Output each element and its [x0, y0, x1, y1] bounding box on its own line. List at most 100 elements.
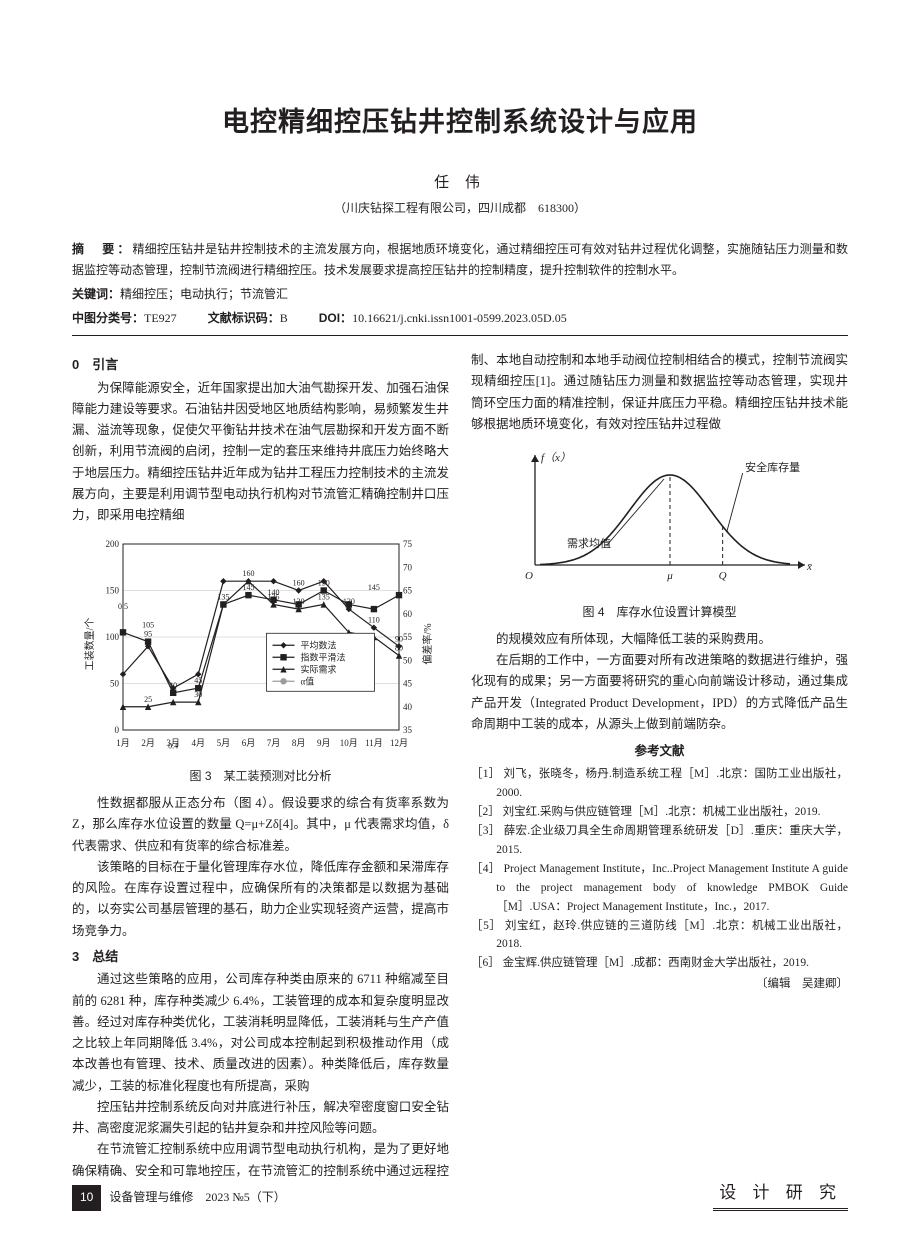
- para-0: 为保障能源安全，近年国家提出加大油气勘探开发、加强石油保障能力建设等要求。石油钻…: [72, 378, 449, 527]
- svg-text:100: 100: [105, 632, 119, 642]
- svg-text:70: 70: [403, 563, 413, 573]
- svg-text:135: 135: [317, 593, 329, 602]
- svg-text:指数平滑法: 指数平滑法: [300, 652, 345, 663]
- svg-text:6月: 6月: [241, 738, 255, 748]
- svg-text:130: 130: [342, 597, 354, 606]
- svg-text:65: 65: [403, 586, 413, 596]
- svg-text:50: 50: [110, 679, 120, 689]
- figure-4: μQOx̄f（x）安全库存量需求均值 图 4 库存水位设置计算模型: [471, 443, 848, 623]
- svg-text:1月: 1月: [116, 738, 130, 748]
- author: 任 伟: [72, 171, 848, 196]
- svg-text:4月: 4月: [191, 738, 205, 748]
- svg-text:45: 45: [403, 679, 413, 689]
- section-3-head: 3 总结: [72, 946, 449, 967]
- doi-label: DOI：: [319, 311, 352, 325]
- svg-text:30: 30: [194, 690, 202, 699]
- svg-text:145: 145: [367, 583, 379, 592]
- svg-text:11月: 11月: [365, 738, 383, 748]
- reference-item: ［6］ 金宝辉.供应链管理［M］.成都：西南财金大学出版社，2019.: [471, 954, 848, 973]
- svg-text:25: 25: [144, 695, 152, 704]
- svg-text:安全库存量: 安全库存量: [745, 460, 800, 474]
- references-list: ［1］ 刘飞，张晓冬，杨丹.制造系统工程［M］.北京：国防工业出版社，2000.…: [471, 765, 848, 974]
- doccode-label: 文献标识码：: [208, 311, 280, 325]
- svg-text:150: 150: [105, 586, 119, 596]
- para-5: 在后期的工作中，一方面要对所有改进策略的数据进行维护，强化现有的成果；另一方面要…: [471, 650, 848, 735]
- svg-text:0: 0: [114, 725, 119, 735]
- clc-label: 中图分类号：: [72, 311, 144, 325]
- para-3: 通过这些策略的应用，公司库存种类由原来的 6711 种缩减至目前的 6281 种…: [72, 969, 449, 1097]
- figure-3-caption: 图 3 某工装预测对比分析: [72, 767, 449, 787]
- svg-text:60: 60: [403, 609, 413, 619]
- editor-credit: 〔编辑 吴建卿〕: [471, 975, 848, 994]
- svg-text:实际需求: 实际需求: [300, 664, 336, 675]
- paper-title: 电控精细控压钻井控制系统设计与应用: [72, 100, 848, 145]
- svg-text:90: 90: [395, 635, 403, 644]
- svg-text:55: 55: [403, 632, 413, 642]
- doccode-value: B: [280, 311, 288, 325]
- svg-text:200: 200: [105, 539, 119, 549]
- svg-text:x̄: x̄: [806, 561, 812, 573]
- journal-name: 设备管理与维修 2023 №5（下）: [109, 1188, 285, 1208]
- svg-text:偏差率/%: 偏差率/%: [421, 624, 434, 665]
- svg-text:5月: 5月: [216, 738, 230, 748]
- abstract: 摘 要：精细控压钻井是钻井控制技术的主流发展方向，根据地质环境变化，通过精细控压…: [72, 239, 848, 281]
- svg-text:110: 110: [368, 616, 380, 625]
- svg-text:7月: 7月: [266, 738, 280, 748]
- svg-text:95: 95: [144, 630, 152, 639]
- svg-text:130: 130: [292, 597, 304, 606]
- svg-text:50: 50: [403, 656, 413, 666]
- svg-text:12月: 12月: [389, 738, 407, 748]
- kw-label: 关键词：: [72, 287, 120, 301]
- body-columns: 0 引言 为保障能源安全，近年国家提出加大油气勘探开发、加强石油保障能力建设等要…: [72, 350, 848, 1185]
- svg-text:135: 135: [217, 593, 229, 602]
- para-4: 的规模效应有所体现，大幅降低工装的采购费用。: [471, 629, 848, 650]
- page-number: 10: [72, 1185, 101, 1211]
- para-right-1: 控压钻井控制系统反向对井底进行补压，解决窄密度窗口安全钻井、高密度泥浆漏失引起的…: [72, 1097, 449, 1140]
- abstract-label: 摘 要：: [72, 242, 133, 256]
- affiliation: （川庆钻探工程有限公司，四川成都 618300）: [72, 199, 848, 219]
- svg-text:40: 40: [403, 702, 413, 712]
- classification-row: 中图分类号：TE927 文献标识码：B DOI：10.16621/j.cnki.…: [72, 308, 848, 336]
- svg-text:160: 160: [242, 569, 254, 578]
- svg-text:9月: 9月: [316, 738, 330, 748]
- para-1: 性数据都服从正态分布（图 4）。假设要求的综合有货率系数为 Z，那么库存水位设置…: [72, 793, 449, 857]
- references-head: 参考文献: [471, 741, 848, 762]
- svg-text:0.4: 0.4: [168, 742, 178, 751]
- reference-item: ［5］ 刘宝红，赵玲.供应链的三道防线［M］.北京：机械工业出版社，2018.: [471, 917, 848, 955]
- section-name: 设 计 研 究: [713, 1179, 848, 1211]
- svg-text:10月: 10月: [339, 738, 357, 748]
- footer-left: 10 设备管理与维修 2023 №5（下）: [72, 1185, 286, 1211]
- svg-text:8月: 8月: [291, 738, 305, 748]
- para-2: 该策略的目标在于量化管理库存水位，降低库存金额和呆滞库存的风险。在库存设置过程中…: [72, 857, 449, 942]
- svg-text:f（x）: f（x）: [541, 451, 571, 464]
- figure-3: 0501001502003540455055606570751月2月3月4月5月…: [72, 534, 449, 787]
- reference-item: ［2］ 刘宝红.采购与供应链管理［M］.北京：机械工业出版社，2019.: [471, 803, 848, 822]
- svg-text:平均数法: 平均数法: [300, 640, 336, 651]
- svg-text:105: 105: [142, 621, 154, 630]
- figure-4-chart: μQOx̄f（x）安全库存量需求均值: [495, 443, 825, 598]
- figure-4-caption: 图 4 库存水位设置计算模型: [471, 603, 848, 623]
- svg-text:35: 35: [403, 725, 413, 735]
- kw-text: 精细控压；电动执行；节流管汇: [120, 287, 288, 301]
- abstract-text: 精细控压钻井是钻井控制技术的主流发展方向，根据地质环境变化，通过精细控压可有效对…: [72, 242, 848, 277]
- svg-text:工装数量/个: 工装数量/个: [83, 618, 96, 671]
- figure-3-chart: 0501001502003540455055606570751月2月3月4月5月…: [81, 534, 441, 762]
- svg-text:160: 160: [292, 579, 304, 588]
- page-footer: 10 设备管理与维修 2023 №5（下） 设 计 研 究: [72, 1179, 848, 1211]
- reference-item: ［1］ 刘飞，张晓冬，杨丹.制造系统工程［M］.北京：国防工业出版社，2000.: [471, 765, 848, 803]
- svg-text:135: 135: [267, 593, 279, 602]
- svg-text:150: 150: [317, 579, 329, 588]
- svg-text:0.5: 0.5: [118, 602, 128, 611]
- svg-text:45: 45: [194, 676, 202, 685]
- keywords: 关键词：精细控压；电动执行；节流管汇: [72, 284, 848, 305]
- svg-text:80: 80: [395, 644, 403, 653]
- reference-item: ［3］ 薛宏.企业级刀具全生命周期管理系统研发［D］.重庆：重庆大学，2015.: [471, 822, 848, 860]
- svg-text:75: 75: [403, 539, 413, 549]
- svg-text:O: O: [525, 570, 533, 582]
- svg-text:40: 40: [169, 681, 177, 690]
- svg-text:Q: Q: [718, 570, 726, 582]
- svg-text:2月: 2月: [141, 738, 155, 748]
- doi-value: 10.16621/j.cnki.issn1001-0599.2023.05D.0…: [352, 311, 567, 325]
- svg-text:145: 145: [242, 583, 254, 592]
- reference-item: ［4］ Project Management Institute，Inc..Pr…: [471, 860, 848, 917]
